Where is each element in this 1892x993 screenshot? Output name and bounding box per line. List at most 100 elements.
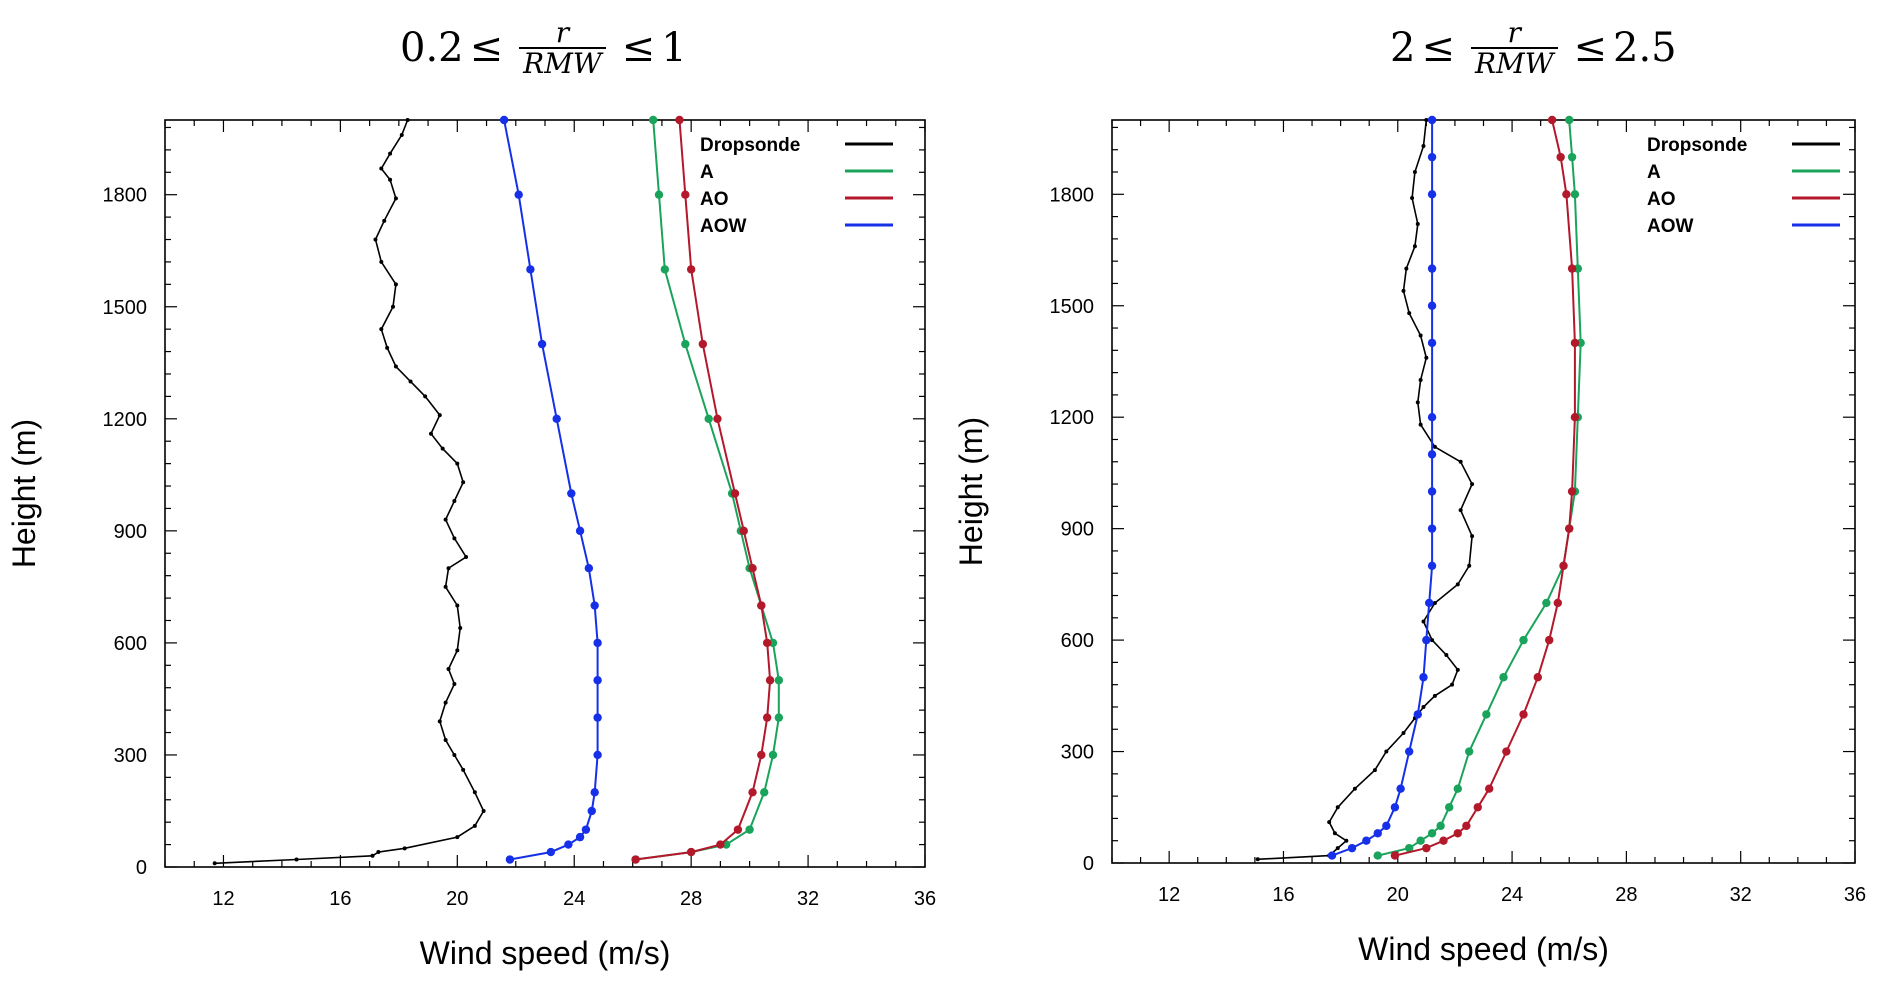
data-point-aow <box>1347 843 1357 853</box>
data-point-aow <box>1396 784 1405 793</box>
series-dropsonde <box>212 118 486 866</box>
y-tick-label: 1800 <box>1050 184 1095 206</box>
data-point-dropsonde <box>440 446 445 451</box>
data-point-dropsonde <box>1470 482 1475 487</box>
x-axis-label: Wind speed (m/s) <box>1358 931 1609 967</box>
data-point-aow <box>1427 450 1437 459</box>
data-point-ao <box>1422 843 1431 853</box>
x-tick-label: 36 <box>914 888 936 910</box>
x-tick-label: 32 <box>797 888 819 910</box>
data-point-aow <box>526 265 535 274</box>
data-point-ao <box>1533 673 1542 682</box>
data-point-dropsonde <box>1432 444 1437 449</box>
data-point-ao <box>1473 803 1482 812</box>
data-point-dropsonde <box>402 846 407 851</box>
data-point-dropsonde <box>1418 422 1423 427</box>
data-point-ao <box>762 638 772 648</box>
data-point-dropsonde <box>461 767 466 772</box>
data-point-dropsonde <box>1467 563 1472 568</box>
x-tick-label: 20 <box>1387 884 1409 906</box>
data-point-dropsonde <box>399 132 404 137</box>
title-lhs: 2 <box>1390 25 1416 72</box>
data-point-dropsonde <box>1412 170 1417 175</box>
data-point-dropsonde <box>437 719 442 724</box>
data-point-dropsonde <box>405 118 410 122</box>
series-a <box>1373 115 1585 860</box>
data-point-dropsonde <box>1372 768 1377 773</box>
y-tick-label: 1200 <box>1050 407 1095 429</box>
data-point-aow <box>1427 190 1437 199</box>
data-point-dropsonde <box>1344 838 1349 843</box>
series-ao <box>1390 115 1580 860</box>
data-point-a <box>681 339 690 349</box>
data-point-dropsonde <box>472 790 477 795</box>
data-point-dropsonde <box>1430 638 1435 643</box>
x-tick-label: 16 <box>1272 884 1294 906</box>
data-point-dropsonde <box>1327 820 1332 825</box>
data-point-a <box>768 638 778 648</box>
data-point-aow <box>1427 561 1437 570</box>
data-point-dropsonde <box>1421 144 1426 149</box>
title-rhs: 1 <box>661 25 687 72</box>
data-point-a <box>1519 635 1528 645</box>
title-fraction: r RMW <box>1470 18 1558 79</box>
plot-panel-0: 12 16 20 24 28 32 36 0 300 600 900 1200 1500 1800 Wind… <box>6 115 936 971</box>
y-tick-label: 300 <box>1061 742 1094 764</box>
data-point-dropsonde <box>382 218 387 223</box>
data-point-dropsonde <box>443 517 448 522</box>
data-point-dropsonde <box>388 177 393 182</box>
data-point-a <box>768 750 778 760</box>
data-point-dropsonde <box>388 151 393 156</box>
data-point-aow <box>593 638 602 648</box>
x-tick-label: 24 <box>563 888 585 910</box>
data-point-a <box>1542 598 1551 608</box>
data-point-a <box>704 414 713 423</box>
data-point-dropsonde <box>443 584 448 589</box>
data-point-dropsonde <box>452 752 457 757</box>
title-lhs: 0.2 <box>400 25 464 72</box>
data-point-ao <box>1553 598 1563 608</box>
data-point-dropsonde <box>1418 333 1423 338</box>
data-point-dropsonde <box>1415 400 1420 405</box>
data-point-ao <box>1556 152 1565 162</box>
data-point-a <box>1416 836 1425 845</box>
data-point-dropsonde <box>1401 288 1406 293</box>
title-frac-num: r <box>555 16 570 49</box>
data-point-ao <box>748 788 757 797</box>
data-point-ao <box>762 713 772 722</box>
y-tick-label: 1800 <box>103 185 148 207</box>
data-point-dropsonde <box>455 835 460 840</box>
data-point-a <box>1453 784 1462 793</box>
legend-label-dropsonde: Dropsonde <box>1647 135 1747 156</box>
data-point-ao <box>1439 836 1448 845</box>
data-point-aow <box>1419 673 1428 682</box>
data-point-dropsonde <box>1458 459 1463 464</box>
title-rel2: ≤ <box>1573 25 1608 72</box>
data-point-dropsonde <box>294 857 299 862</box>
y-tick-label: 600 <box>114 633 147 655</box>
data-point-aow <box>1427 413 1437 422</box>
data-point-a <box>1373 851 1382 860</box>
data-point-ao <box>675 115 684 125</box>
data-point-dropsonde <box>446 566 451 571</box>
data-point-dropsonde <box>446 667 451 672</box>
data-point-dropsonde <box>481 808 486 813</box>
data-point-ao <box>1565 524 1574 533</box>
data-point-ao <box>730 489 740 498</box>
y-tick-label: 300 <box>114 745 147 767</box>
title-fraction: r RMW <box>519 18 606 79</box>
data-point-aow <box>1413 710 1422 719</box>
data-point-dropsonde <box>423 394 428 399</box>
data-point-ao <box>733 825 743 834</box>
data-point-dropsonde <box>376 850 381 855</box>
x-tick-label: 16 <box>329 888 351 910</box>
data-point-dropsonde <box>1407 311 1412 316</box>
x-tick-label: 24 <box>1501 884 1523 906</box>
data-point-aow <box>1427 487 1437 496</box>
data-point-ao <box>1519 710 1528 719</box>
y-tick-label: 1500 <box>1050 296 1095 318</box>
series-line-dropsonde <box>1257 119 1473 861</box>
data-point-aow <box>581 825 591 834</box>
title-frac-den: RMW <box>519 47 606 79</box>
data-point-aow <box>587 806 596 816</box>
